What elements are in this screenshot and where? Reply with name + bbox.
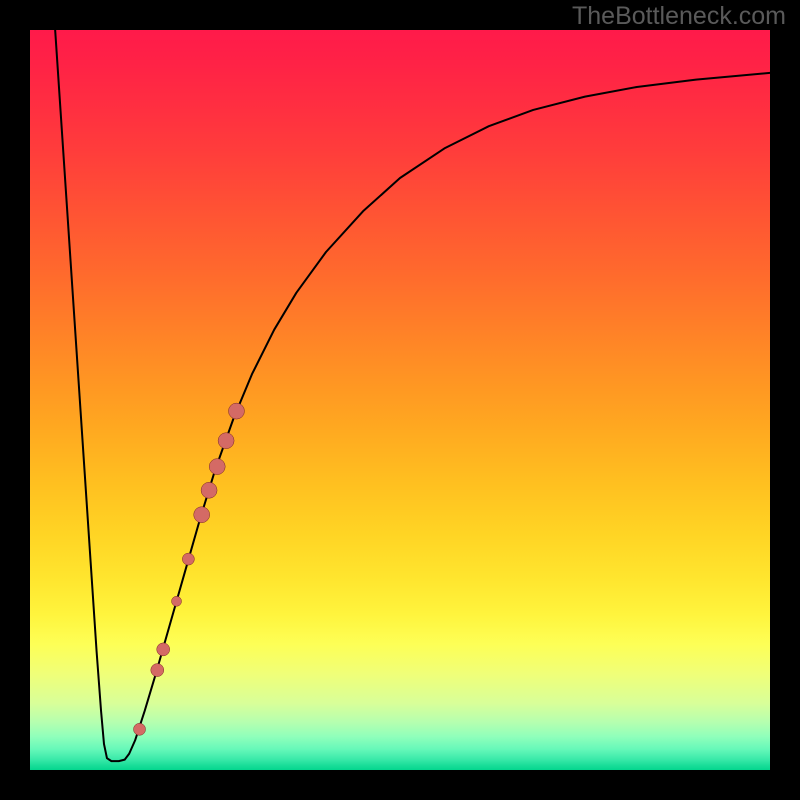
data-marker (134, 723, 146, 735)
plot-area (30, 30, 770, 770)
plot-background (30, 30, 770, 770)
data-marker (218, 433, 234, 449)
data-marker (228, 403, 244, 419)
data-marker (182, 553, 194, 565)
data-marker (209, 459, 225, 475)
data-marker (172, 596, 182, 606)
data-marker (201, 482, 217, 498)
watermark-text: TheBottleneck.com (572, 2, 786, 31)
data-marker (157, 643, 170, 656)
data-marker (194, 507, 210, 523)
data-marker (151, 664, 164, 677)
plot-svg (30, 30, 770, 770)
chart-frame: TheBottleneck.com (0, 0, 800, 800)
